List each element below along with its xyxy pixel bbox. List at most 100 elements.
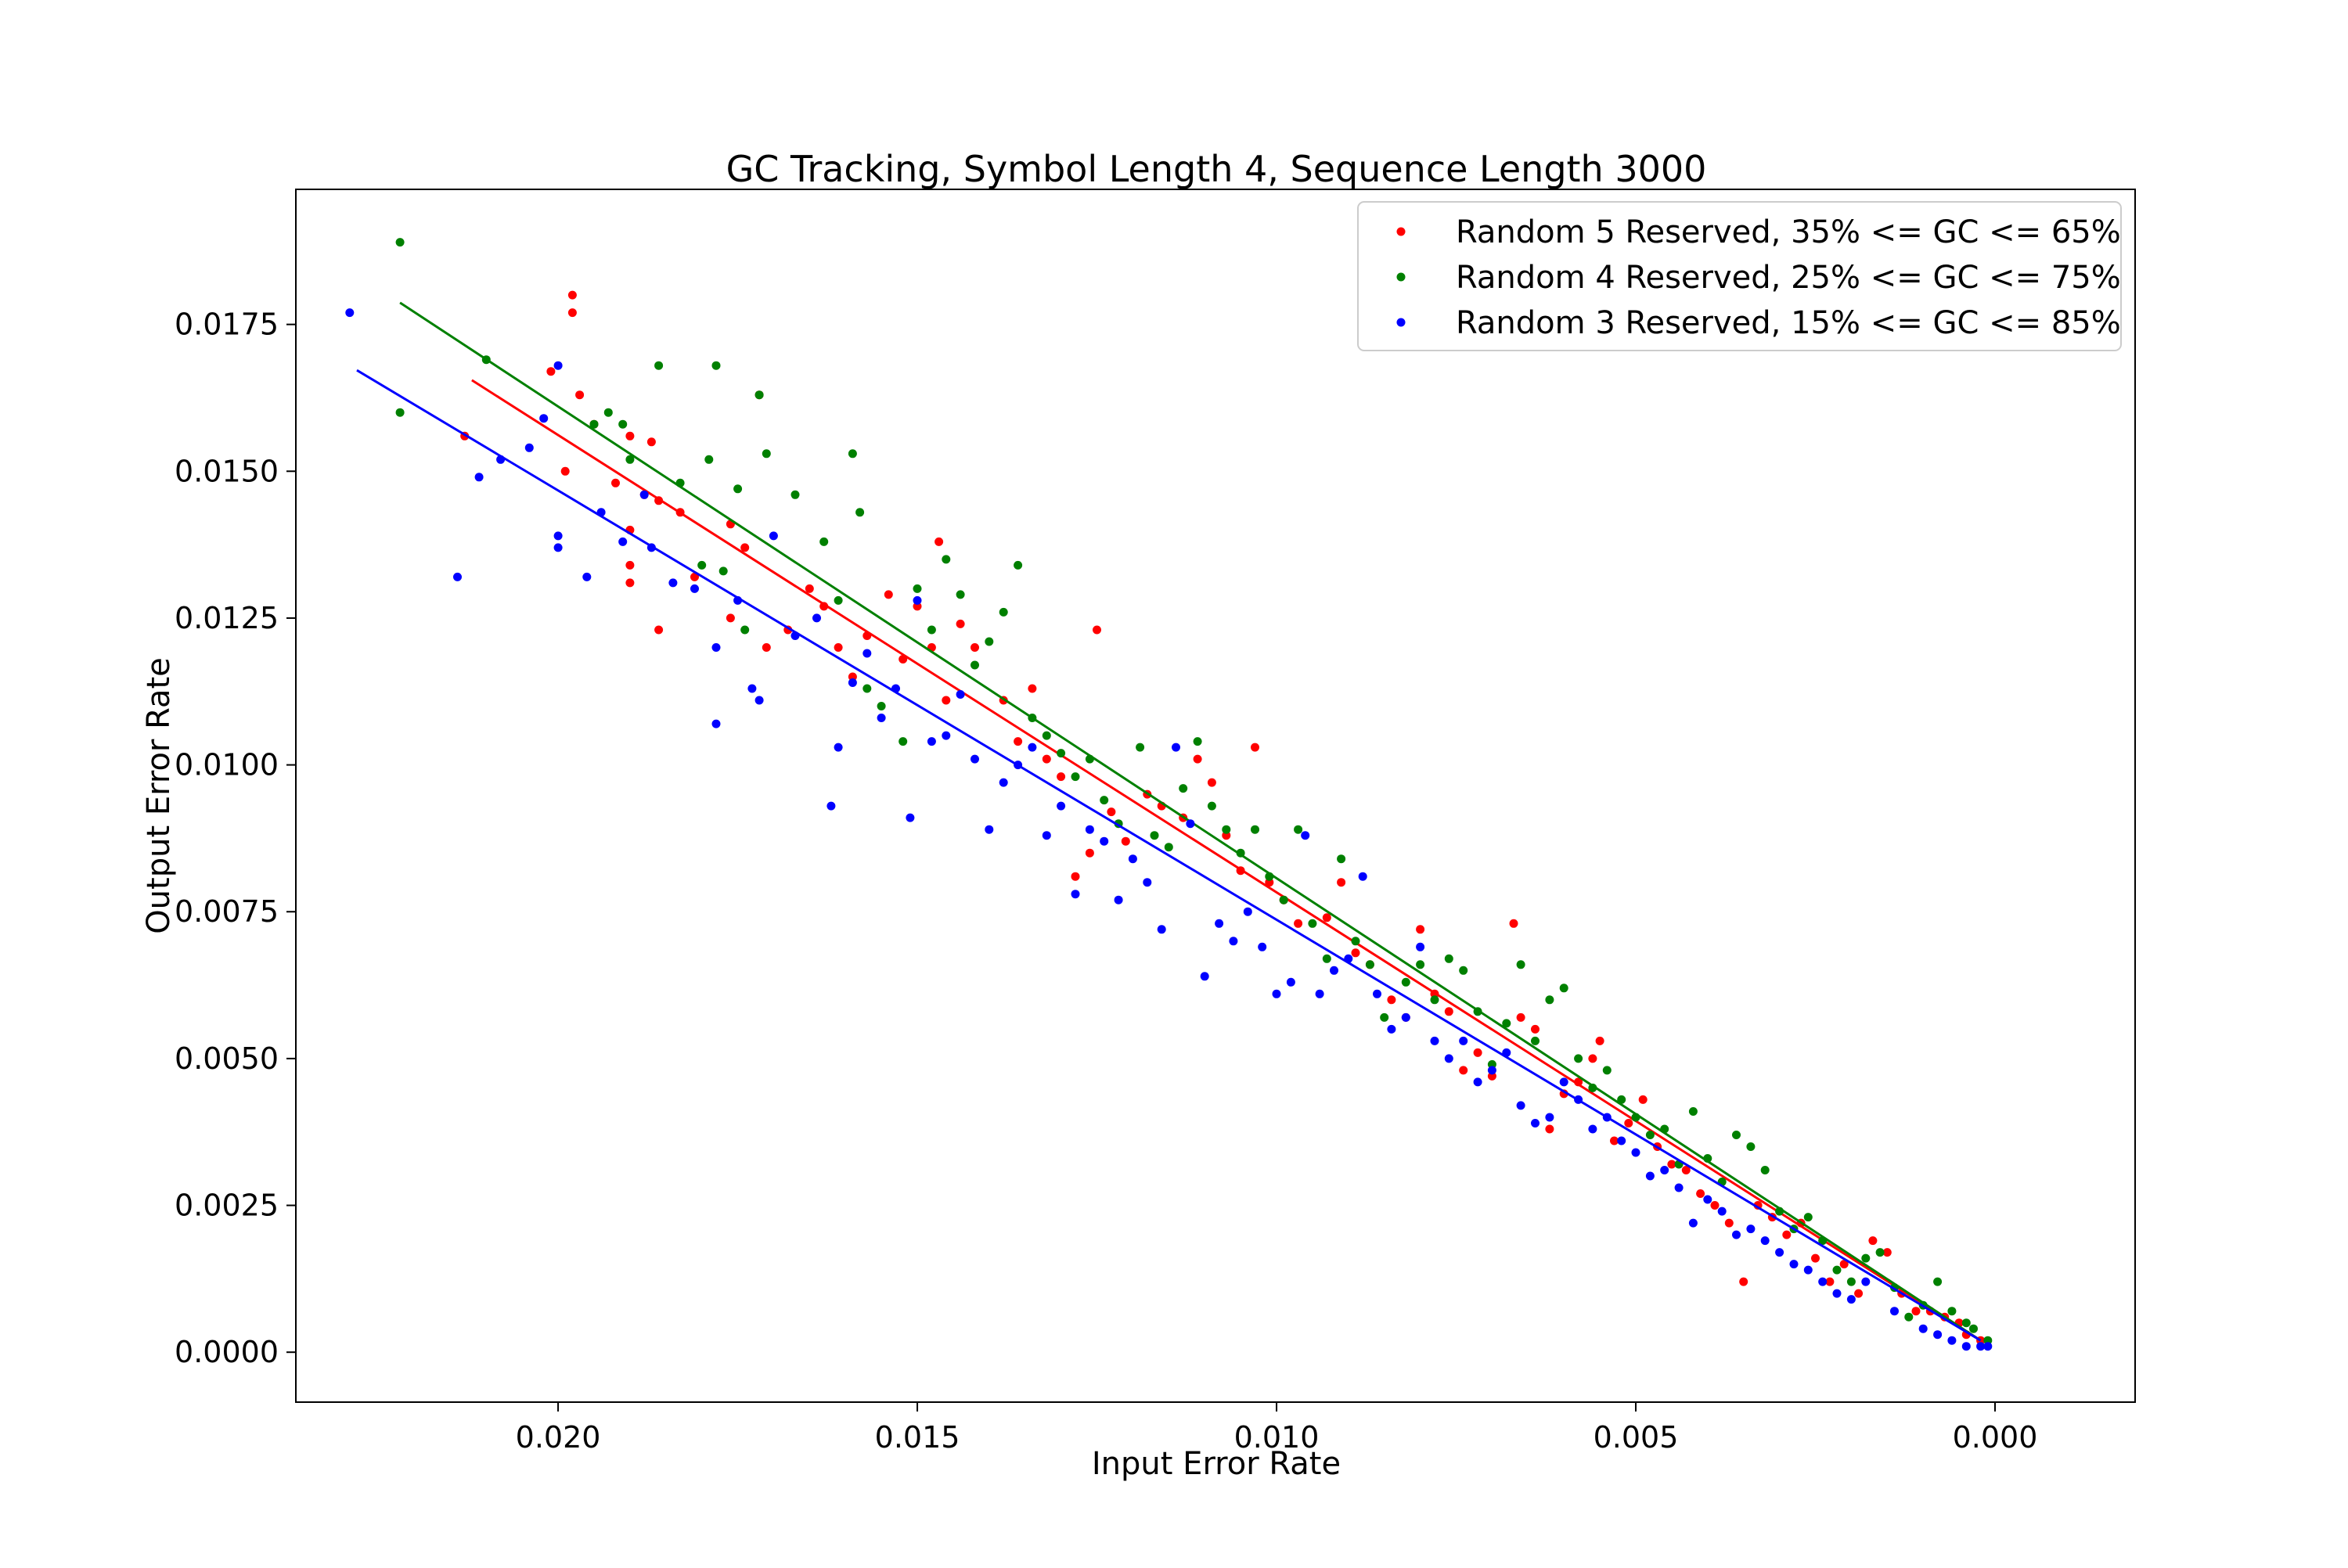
data-point	[1351, 937, 1360, 946]
data-point	[690, 584, 699, 593]
data-point	[567, 290, 577, 300]
data-point	[1818, 1277, 1828, 1286]
data-point	[611, 478, 620, 487]
data-point	[1358, 872, 1367, 881]
data-point	[834, 595, 843, 605]
data-point	[848, 449, 857, 459]
data-point	[985, 637, 994, 646]
data-point	[1832, 1265, 1842, 1275]
data-point	[546, 367, 556, 376]
data-point	[906, 813, 915, 822]
data-point	[582, 572, 592, 581]
data-point	[1308, 919, 1317, 928]
data-point	[1890, 1307, 1899, 1316]
data-point	[1696, 1189, 1705, 1198]
data-point	[1071, 890, 1080, 899]
data-point	[927, 625, 936, 635]
data-point	[862, 649, 872, 658]
data-point	[999, 778, 1008, 787]
data-point	[1638, 1095, 1648, 1104]
data-point	[877, 702, 886, 710]
data-point	[1301, 831, 1310, 840]
data-point	[711, 719, 721, 728]
data-point	[1803, 1213, 1813, 1222]
data-point	[697, 560, 707, 570]
data-point	[625, 455, 635, 464]
data-point	[1107, 807, 1116, 817]
data-point	[1057, 772, 1066, 782]
data-point	[1200, 972, 1209, 981]
data-point	[1803, 1265, 1813, 1275]
data-point	[1545, 1113, 1554, 1122]
trend-line	[471, 379, 1982, 1342]
data-point	[754, 390, 764, 400]
data-point	[395, 408, 405, 417]
data-point	[790, 490, 800, 499]
data-point	[1947, 1336, 1957, 1345]
data-point	[1172, 743, 1180, 752]
data-point	[1717, 1207, 1727, 1216]
data-point	[1983, 1342, 1993, 1351]
data-point	[1732, 1131, 1741, 1139]
data-point	[942, 555, 951, 564]
data-point	[1811, 1253, 1820, 1263]
data-point	[1487, 1066, 1496, 1075]
data-point	[1710, 1201, 1720, 1210]
data-point	[1215, 919, 1224, 928]
data-point	[345, 308, 355, 318]
data-point	[1868, 1236, 1878, 1246]
data-point	[553, 531, 563, 541]
legend: Random 5 Reserved, 35% <= GC <= 65% Rand…	[1357, 201, 2122, 351]
data-point	[812, 613, 821, 623]
y-tick-label: 0.0025	[175, 1189, 279, 1223]
data-point	[1028, 684, 1037, 693]
data-point	[1473, 1077, 1482, 1087]
data-point	[1085, 825, 1094, 834]
data-point	[1739, 1277, 1748, 1286]
data-point	[826, 801, 836, 811]
data-point	[1028, 743, 1037, 752]
data-point	[1732, 1230, 1741, 1239]
data-point	[971, 660, 979, 670]
data-point	[1444, 1007, 1453, 1016]
data-point	[1559, 984, 1568, 993]
data-point	[740, 543, 750, 552]
data-point	[862, 684, 872, 693]
data-point	[1114, 895, 1123, 904]
legend-box	[1357, 201, 2122, 351]
data-point	[1251, 743, 1259, 752]
data-point	[1746, 1225, 1756, 1234]
data-point	[1258, 942, 1267, 951]
data-point	[1961, 1342, 1971, 1351]
chart-title: GC Tracking, Symbol Length 4, Sequence L…	[726, 148, 1707, 190]
data-point	[690, 572, 699, 581]
data-point	[1947, 1307, 1957, 1316]
data-point	[1516, 1101, 1525, 1110]
data-point	[1624, 1119, 1633, 1127]
data-point	[805, 584, 814, 593]
data-point	[1100, 796, 1109, 805]
data-point	[1545, 995, 1554, 1005]
data-point	[1839, 1260, 1849, 1269]
data-point	[1229, 937, 1238, 946]
data-point	[1430, 995, 1439, 1005]
data-point	[1703, 1195, 1712, 1204]
legend-label-red: Random 5 Reserved, 35% <= GC <= 65%	[1456, 214, 2121, 250]
data-point	[1136, 743, 1145, 752]
data-point	[1128, 854, 1137, 864]
data-point	[1660, 1166, 1669, 1174]
x-axis: 0.020 0.015 0.010 0.005 0.000	[516, 1402, 2037, 1455]
data-point	[999, 607, 1008, 617]
data-point	[1911, 1307, 1921, 1316]
data-point	[927, 737, 936, 746]
data-point	[1416, 942, 1425, 951]
data-point	[668, 578, 678, 588]
data-point	[726, 613, 735, 623]
y-axis: 0.0000 0.0025 0.0050 0.0075 0.0100 0.0125 0.01…	[175, 307, 296, 1369]
legend-label-green: Random 4 Reserved, 25% <= GC <= 75%	[1456, 260, 2121, 296]
data-point	[539, 414, 549, 423]
data-point	[1193, 754, 1202, 764]
data-point	[1057, 749, 1066, 758]
series-2	[345, 308, 1993, 1351]
